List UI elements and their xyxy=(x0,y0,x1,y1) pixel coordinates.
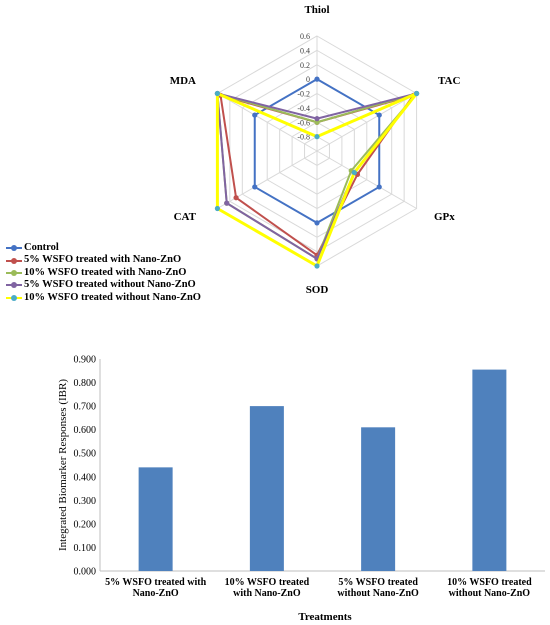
radar-point xyxy=(314,134,320,140)
radar-point xyxy=(314,76,320,82)
radar-point xyxy=(314,220,320,226)
bar-y-tick-label: 0.300 xyxy=(74,496,97,507)
legend-swatch xyxy=(6,268,22,278)
radar-point xyxy=(224,200,230,206)
radar-spoke xyxy=(316,93,417,152)
radar-legend: Control 5% WSFO treated with Nano-ZnO 10% … xyxy=(6,242,201,304)
radar-axis-label-thiol: Thiol xyxy=(304,4,329,16)
radar-axis-label-cat: CAT xyxy=(174,211,197,223)
legend-swatch xyxy=(6,280,22,290)
radar-tick-label: -0.4 xyxy=(297,104,310,113)
radar-tick-label: -0.2 xyxy=(297,90,310,99)
bar-y-tick-label: 0.800 xyxy=(74,378,97,389)
radar-tick-label: 0.6 xyxy=(300,32,310,41)
bar-x-axis-title: Treatments xyxy=(298,611,352,623)
radar-point xyxy=(413,90,420,97)
legend-item: 10% WSFO treated without Nano-ZnO xyxy=(6,292,201,304)
radar-tick-label: -0.8 xyxy=(297,133,310,142)
legend-label: 10% WSFO treated without Nano-ZnO xyxy=(24,291,201,303)
radar-point xyxy=(314,119,320,125)
radar-point xyxy=(214,205,221,212)
legend-label: 10% WSFO treated with Nano-ZnO xyxy=(24,266,187,278)
bar-y-tick-label: 0.900 xyxy=(74,355,97,366)
radar-point xyxy=(233,195,239,201)
legend-item: 5% WSFO treated without Nano-ZnO xyxy=(6,279,201,291)
bar-category-label: without Nano-ZnO xyxy=(337,588,419,599)
bar-category-label: with Nano-ZnO xyxy=(233,588,301,599)
legend-swatch xyxy=(6,256,22,266)
radar-axis-label-tac: TAC xyxy=(438,75,460,87)
legend-swatch xyxy=(6,293,22,303)
radar-chart: 0.6 0.4 0.2 0 -0.2 -0.4 -0.6 -0.8 Thiol TAC GPx SOD… xyxy=(170,4,461,296)
legend-item: 10% WSFO treated with Nano-ZnO xyxy=(6,267,201,279)
radar-point xyxy=(252,184,258,190)
radar-point xyxy=(376,184,382,190)
radar-point xyxy=(214,90,221,97)
radar-tick-label: 0.4 xyxy=(300,46,310,55)
bar-chart: 0.000 0.100 0.200 0.300 0.400 0.500 0.600 0.700… xyxy=(57,355,545,623)
legend-item: Control xyxy=(6,242,201,254)
legend-label: 5% WSFO treated with Nano-ZnO xyxy=(24,254,182,266)
bar-y-tick-label: 0.400 xyxy=(74,472,97,483)
bar-category-label: 5% WSFO treated xyxy=(338,577,418,588)
radar-axis-label-gpx: GPx xyxy=(434,211,455,223)
legend-item: 5% WSFO treated with Nano-ZnO xyxy=(6,254,201,266)
bar xyxy=(361,427,396,571)
bar-y-tick-label: 0.700 xyxy=(74,402,97,413)
bar xyxy=(138,467,173,571)
bar xyxy=(472,369,507,571)
radar-point xyxy=(314,116,320,122)
bar-y-tick-label: 0.000 xyxy=(74,567,97,578)
bar-y-tick-label: 0.500 xyxy=(74,449,97,460)
radar-point xyxy=(314,263,320,269)
bar-y-axis-title: Integrated Biomarker Responses (IBR) xyxy=(57,379,69,551)
bar xyxy=(249,406,284,571)
radar-axis-label-mda: MDA xyxy=(170,75,196,87)
radar-tick-label: -0.6 xyxy=(297,118,310,127)
legend-label: Control xyxy=(24,242,59,253)
radar-tick-label: 0 xyxy=(306,75,310,84)
radar-spoke xyxy=(217,93,318,152)
radar-point xyxy=(351,169,357,176)
radar-axis-label-sod: SOD xyxy=(306,284,329,296)
bar-category-label: Nano-ZnO xyxy=(133,588,179,599)
bar-y-tick-label: 0.100 xyxy=(74,543,97,554)
bar-category-label: without Nano-ZnO xyxy=(449,588,531,599)
bar-category-label: 10% WSFO treated xyxy=(447,577,532,588)
bar-y-tick-label: 0.600 xyxy=(74,425,97,436)
radar-point xyxy=(376,112,382,118)
bar-y-tick-label: 0.200 xyxy=(74,519,97,530)
legend-label: 5% WSFO treated without Nano-ZnO xyxy=(24,279,196,291)
bar-category-label: 5% WSFO treated with xyxy=(105,577,206,588)
legend-swatch xyxy=(6,243,22,253)
bar-category-label: 10% WSFO treated xyxy=(225,577,310,588)
radar-tick-label: 0.2 xyxy=(300,61,310,70)
radar-spoke xyxy=(316,150,417,209)
radar-point xyxy=(252,112,258,118)
